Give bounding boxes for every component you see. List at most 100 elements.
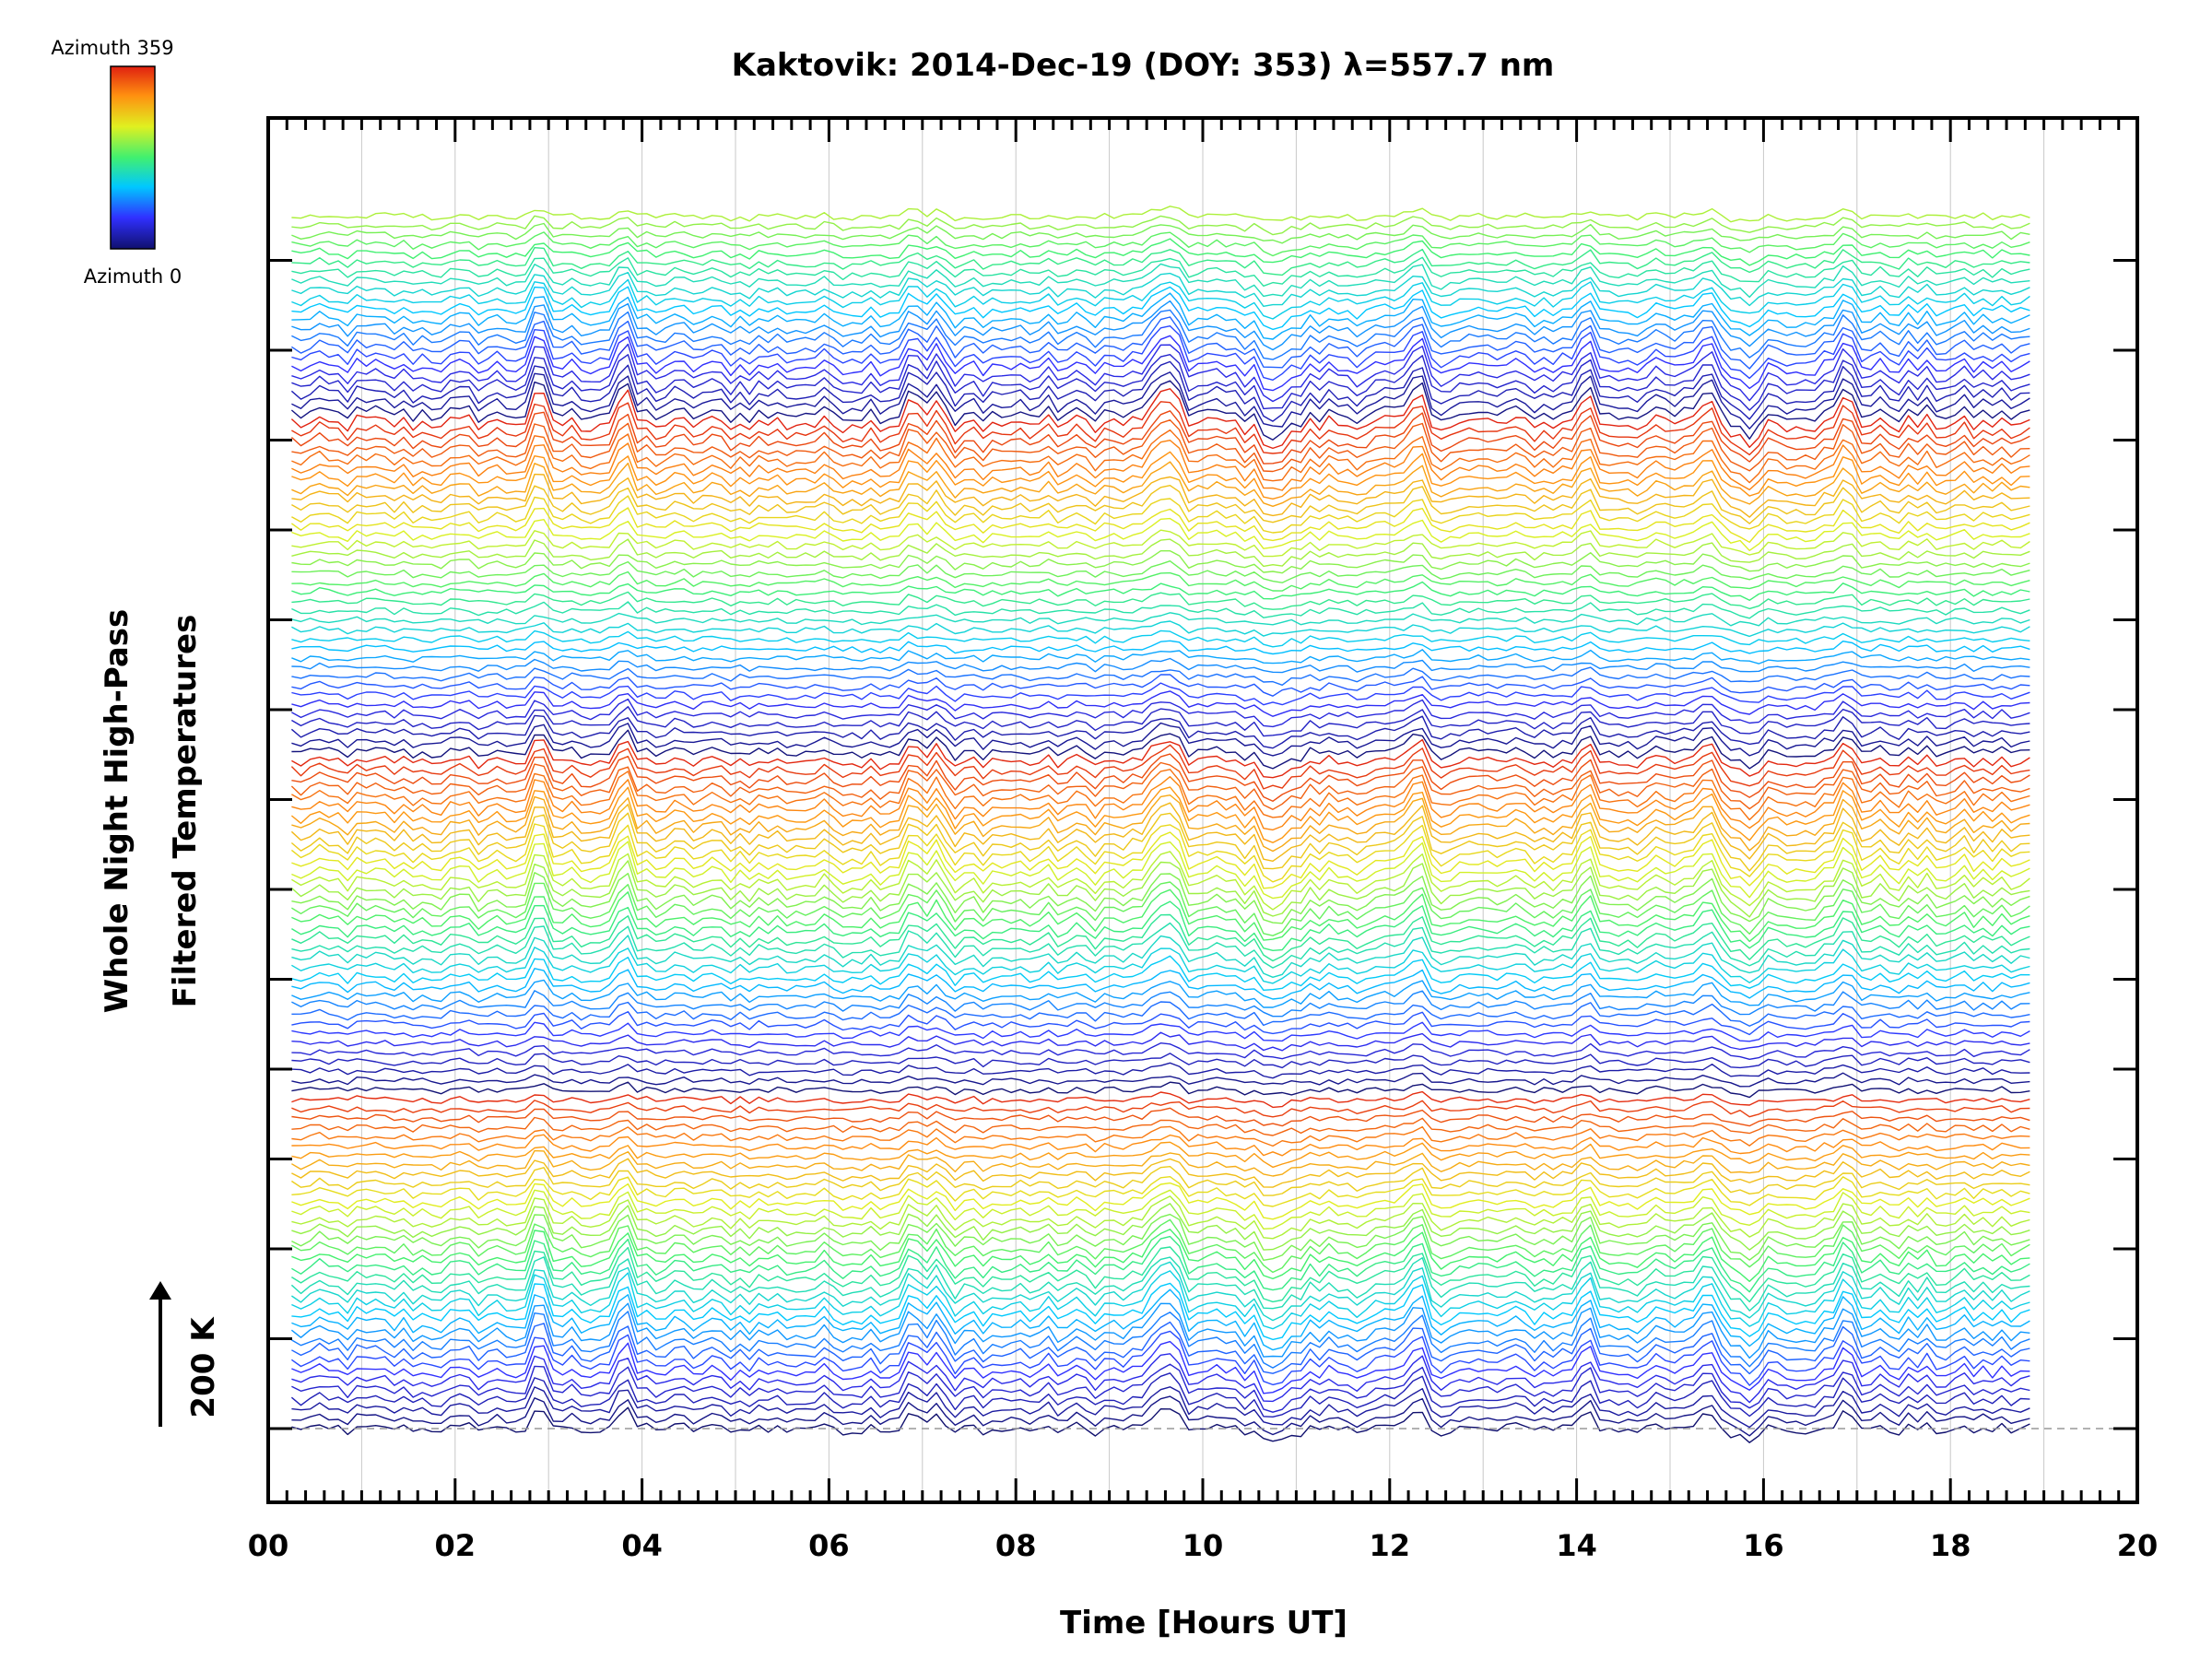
azimuth-trace [291, 222, 2030, 244]
azimuth-trace [290, 507, 2030, 543]
azimuth-trace [291, 1395, 2030, 1437]
y-axis-ticks [268, 259, 2137, 1430]
azimuth-trace [290, 714, 2030, 749]
azimuth-trace [291, 316, 2030, 370]
azimuth-trace [291, 1282, 2030, 1341]
azimuth-trace [291, 629, 2030, 648]
x-tick-label: 14 [1556, 1528, 1597, 1563]
azimuth-trace [291, 913, 2030, 962]
azimuth-trace [291, 560, 2030, 583]
azimuth-trace [291, 640, 2030, 655]
chart-title: Kaktovik: 2014-Dec-19 (DOY: 353) λ=557.7… [732, 47, 1555, 84]
azimuth-trace [291, 1116, 2030, 1136]
azimuth-trace [290, 360, 2030, 422]
azimuth-trace [291, 979, 2030, 1008]
azimuth-trace [290, 1302, 2030, 1359]
azimuth-trace [290, 1372, 2030, 1418]
azimuth-trace [291, 1165, 2030, 1196]
x-tick-label: 20 [2117, 1528, 2159, 1563]
azimuth-trace [290, 1256, 2030, 1312]
azimuth-trace [291, 1062, 2030, 1079]
azimuth-trace [291, 753, 2030, 802]
azimuth-trace [291, 1311, 2030, 1369]
azimuth-trace [291, 1229, 2030, 1283]
trace-group [290, 206, 2030, 1443]
azimuth-trace [291, 698, 2030, 728]
azimuth-trace [291, 272, 2030, 307]
azimuth-trace [291, 955, 2030, 992]
azimuth-trace [291, 485, 2030, 524]
azimuth-trace [291, 256, 2030, 287]
azimuth-trace [290, 410, 2030, 465]
azimuth-trace [291, 1321, 2030, 1375]
colorbar-legend: Azimuth 359 Azimuth 0 [51, 37, 182, 288]
azimuth-trace [291, 612, 2030, 627]
azimuth-trace [291, 794, 2030, 853]
azimuth-trace [290, 380, 2030, 441]
azimuth-trace [291, 682, 2030, 706]
x-tick-label: 18 [1930, 1528, 1971, 1563]
azimuth-trace [291, 922, 2030, 969]
azimuth-trace [291, 1100, 2030, 1118]
scale-bar: 200 K [149, 1281, 222, 1427]
azimuth-trace [291, 1363, 2030, 1413]
azimuth-trace [291, 309, 2030, 360]
azimuth-trace [291, 1213, 2030, 1262]
colorbar-bottom-label: Azimuth 0 [84, 265, 182, 288]
azimuth-trace [291, 473, 2030, 518]
azimuth-trace [291, 247, 2030, 276]
azimuth-trace [291, 738, 2030, 779]
azimuth-trace [291, 286, 2030, 331]
azimuth-trace [291, 1182, 2030, 1220]
azimuth-trace [291, 620, 2030, 638]
azimuth-trace [291, 729, 2030, 770]
azimuth-trace [291, 325, 2030, 381]
azimuth-trace [291, 1031, 2030, 1052]
azimuth-trace [291, 1081, 2030, 1099]
azimuth-trace [291, 231, 2030, 257]
x-tick-label: 16 [1743, 1528, 1784, 1563]
azimuth-trace [290, 388, 2030, 450]
azimuth-trace [291, 1235, 2030, 1293]
azimuth-trace [291, 1246, 2030, 1303]
azimuth-trace [291, 1090, 2030, 1109]
azimuth-trace [291, 1288, 2030, 1351]
azimuth-trace [291, 451, 2030, 500]
azimuth-trace [291, 1125, 2030, 1147]
azimuth-trace [291, 238, 2030, 266]
azimuth-trace [291, 900, 2030, 952]
azimuth-trace [291, 263, 2030, 299]
azimuth-trace [290, 860, 2030, 918]
azimuth-trace [291, 888, 2030, 943]
colorbar [110, 65, 156, 250]
azimuth-trace [291, 1406, 2030, 1443]
azimuth-trace [291, 1149, 2030, 1177]
azimuth-trace [291, 968, 2030, 1000]
y-axis-label-line2: Filtered Temperatures [167, 615, 204, 1008]
azimuth-trace [291, 690, 2030, 717]
azimuth-trace [291, 657, 2030, 674]
azimuth-trace [291, 440, 2030, 491]
azimuth-trace [291, 769, 2030, 821]
azimuth-trace [291, 1107, 2030, 1127]
azimuth-trace [291, 706, 2030, 737]
azimuth-trace [291, 354, 2030, 411]
azimuth-trace [290, 823, 2030, 883]
azimuth-trace [291, 1353, 2030, 1404]
azimuth-trace [291, 872, 2030, 924]
x-tick-label: 04 [621, 1528, 663, 1563]
azimuth-trace [291, 990, 2030, 1018]
azimuth-trace [290, 786, 2030, 843]
azimuth-trace [291, 517, 2030, 551]
azimuth-trace [291, 947, 2030, 984]
scale-bar-arrowhead [149, 1281, 171, 1300]
azimuth-trace [291, 1386, 2030, 1429]
azimuth-trace [291, 1218, 2030, 1274]
x-tick-label: 10 [1182, 1528, 1224, 1563]
azimuth-trace [290, 744, 2030, 790]
azimuth-trace [291, 292, 2030, 340]
azimuth-trace [291, 538, 2030, 568]
azimuth-trace [291, 495, 2030, 534]
azimuth-trace [291, 1010, 2030, 1036]
azimuth-trace [291, 831, 2030, 889]
